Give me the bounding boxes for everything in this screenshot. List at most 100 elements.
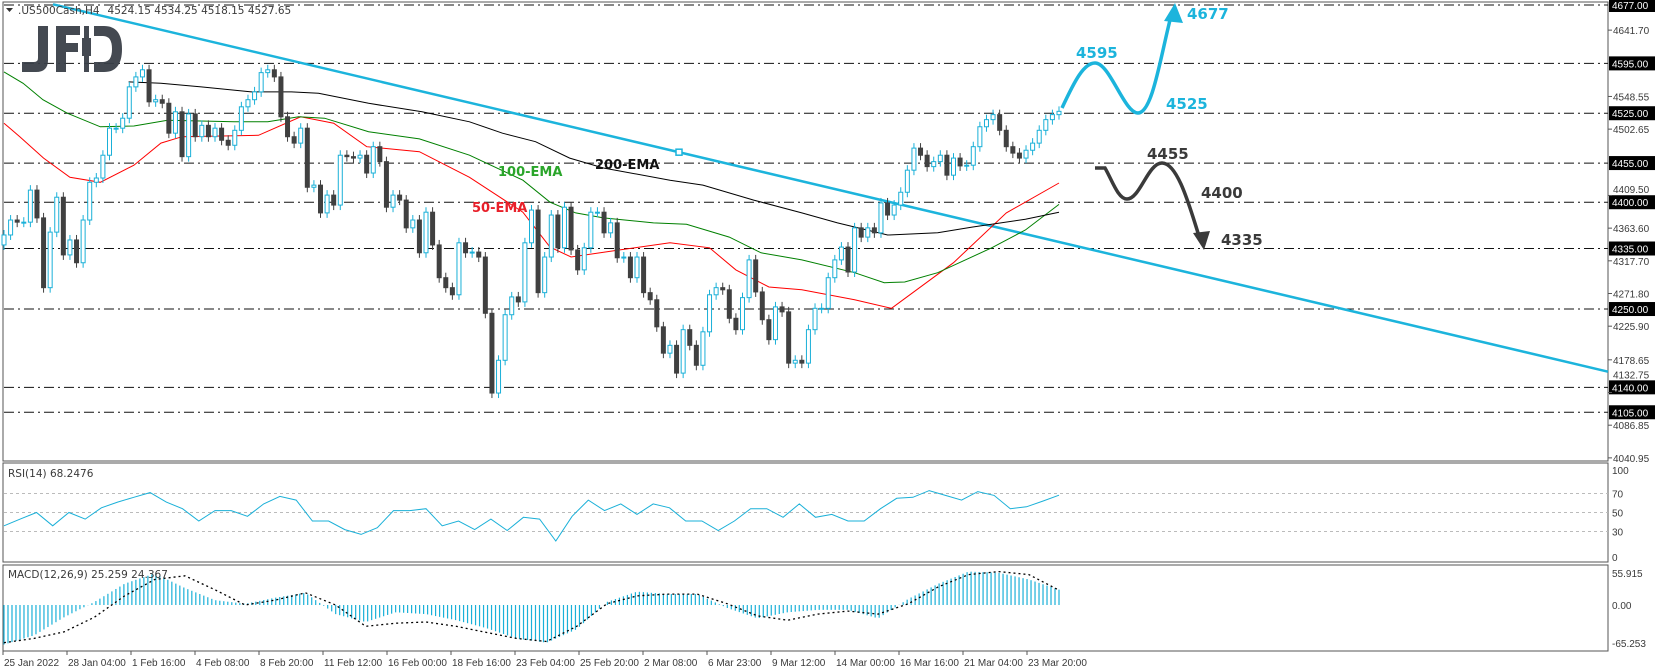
candle-body <box>601 211 607 234</box>
candle-body <box>990 114 996 121</box>
candle-body <box>581 247 587 271</box>
candle-body <box>509 296 515 316</box>
candle-body <box>746 259 752 299</box>
bullish-candle <box>1036 125 1042 149</box>
bullish-candle <box>265 64 271 78</box>
candle-body <box>852 227 858 273</box>
candle-body <box>74 239 80 264</box>
bearish-candle <box>759 286 765 325</box>
bearish-candle <box>753 254 759 297</box>
candle-body <box>238 106 244 131</box>
level-price-box <box>1609 56 1655 71</box>
bullish-candle <box>878 197 884 238</box>
collapse-triangle-icon[interactable] <box>6 8 13 12</box>
candle-body <box>799 359 805 364</box>
time-tick-label: 6 Mar 23:00 <box>708 658 762 669</box>
candle-body <box>766 319 772 341</box>
candle-body <box>47 231 53 289</box>
symbol-label: .US500Cash,H4 4524.15 4534.25 4518.15 452… <box>18 5 291 17</box>
candle-body <box>298 127 304 144</box>
time-tick-label: 11 Feb 12:00 <box>324 658 383 669</box>
bullish-candle <box>172 106 178 139</box>
rsi-tick-label: 0 <box>1612 553 1618 564</box>
level-price-label: 4400.00 <box>1612 198 1649 209</box>
descending-trendline[interactable] <box>52 3 1609 373</box>
price-tick-label: 4178.65 <box>1613 356 1650 367</box>
time-tick-label: 9 Mar 12:00 <box>772 658 826 669</box>
bullish-scenario-arrow <box>1060 3 1183 115</box>
price-axis: 4641.70 4548.55 4502.65 4409.50 4363.60 4317.… <box>1608 26 1650 465</box>
bullish-candle <box>8 215 14 240</box>
bullish-candle <box>891 200 897 221</box>
level-price-label: 4140.00 <box>1612 383 1649 394</box>
level-price-box <box>1609 0 1655 12</box>
candle-body <box>522 242 528 303</box>
candle-body <box>707 294 713 333</box>
bullish-candle <box>357 150 363 164</box>
candle-body <box>614 222 620 259</box>
bearish-candle <box>786 306 792 369</box>
bullish-candle <box>1030 138 1036 156</box>
time-tick-label: 23 Mar 20:00 <box>1028 658 1087 669</box>
bullish-candle <box>298 123 304 149</box>
candle-body <box>720 287 726 291</box>
bullish-candle <box>898 187 904 211</box>
bullish-candle <box>324 190 330 218</box>
bullish-candle <box>740 292 745 335</box>
candle-body <box>865 227 871 238</box>
bearish-candle <box>397 190 403 206</box>
bullish-candle <box>139 64 145 82</box>
candle-body <box>199 124 205 138</box>
candle-body <box>370 146 376 174</box>
candle-body <box>641 256 647 294</box>
bearish-candle <box>720 282 726 295</box>
candle-body <box>285 116 291 138</box>
arrow-up-icon <box>1164 3 1183 23</box>
bullish-candle <box>245 94 251 112</box>
price-tick-label: 4641.70 <box>1613 26 1650 37</box>
bullish-candle <box>964 160 970 171</box>
bullish-candle <box>133 71 139 92</box>
level-price-box <box>1609 380 1655 395</box>
bearish-candle <box>383 156 389 213</box>
candle-body <box>805 329 811 364</box>
time-tick-label: 14 Mar 00:00 <box>836 658 895 669</box>
time-tick-label: 25 Feb 20:00 <box>580 658 639 669</box>
candle-body <box>60 196 66 256</box>
candle-body <box>232 129 238 146</box>
candle-body <box>753 259 759 293</box>
candle-body <box>542 256 548 294</box>
bullish-candle <box>931 156 937 172</box>
level-price-box <box>1609 106 1655 121</box>
candle-body <box>205 124 211 138</box>
macd-title: MACD(12,26,9) 25.259 24.367 <box>8 569 168 581</box>
bullish-candle <box>680 324 686 379</box>
bearish-candle <box>555 210 561 253</box>
candle-body <box>423 211 429 254</box>
bearish-candle <box>34 185 40 223</box>
candle-body <box>977 126 983 148</box>
bullish-candle <box>713 282 719 300</box>
candle-body <box>819 307 825 310</box>
candle-body <box>568 206 574 251</box>
bullish-candle <box>120 113 126 134</box>
bearish-candle <box>482 252 488 319</box>
candle-body <box>654 299 660 328</box>
candle-body <box>1023 149 1029 159</box>
candle-body <box>476 251 482 258</box>
bullish-candle <box>126 81 132 124</box>
candle-body <box>924 154 930 168</box>
candle-body <box>212 127 218 138</box>
bearish-candle <box>944 150 950 181</box>
candle-body <box>133 76 139 88</box>
candle-body <box>937 154 943 163</box>
candle-body <box>904 169 910 193</box>
candle-body <box>918 147 924 156</box>
candle-body <box>271 69 277 78</box>
price-tick-label: 4271.80 <box>1613 290 1650 301</box>
bullish-candle <box>1 229 7 250</box>
bullish-candle <box>832 254 838 283</box>
ema50-label: 50-EMA <box>472 201 527 216</box>
bearish-candle <box>647 287 653 305</box>
